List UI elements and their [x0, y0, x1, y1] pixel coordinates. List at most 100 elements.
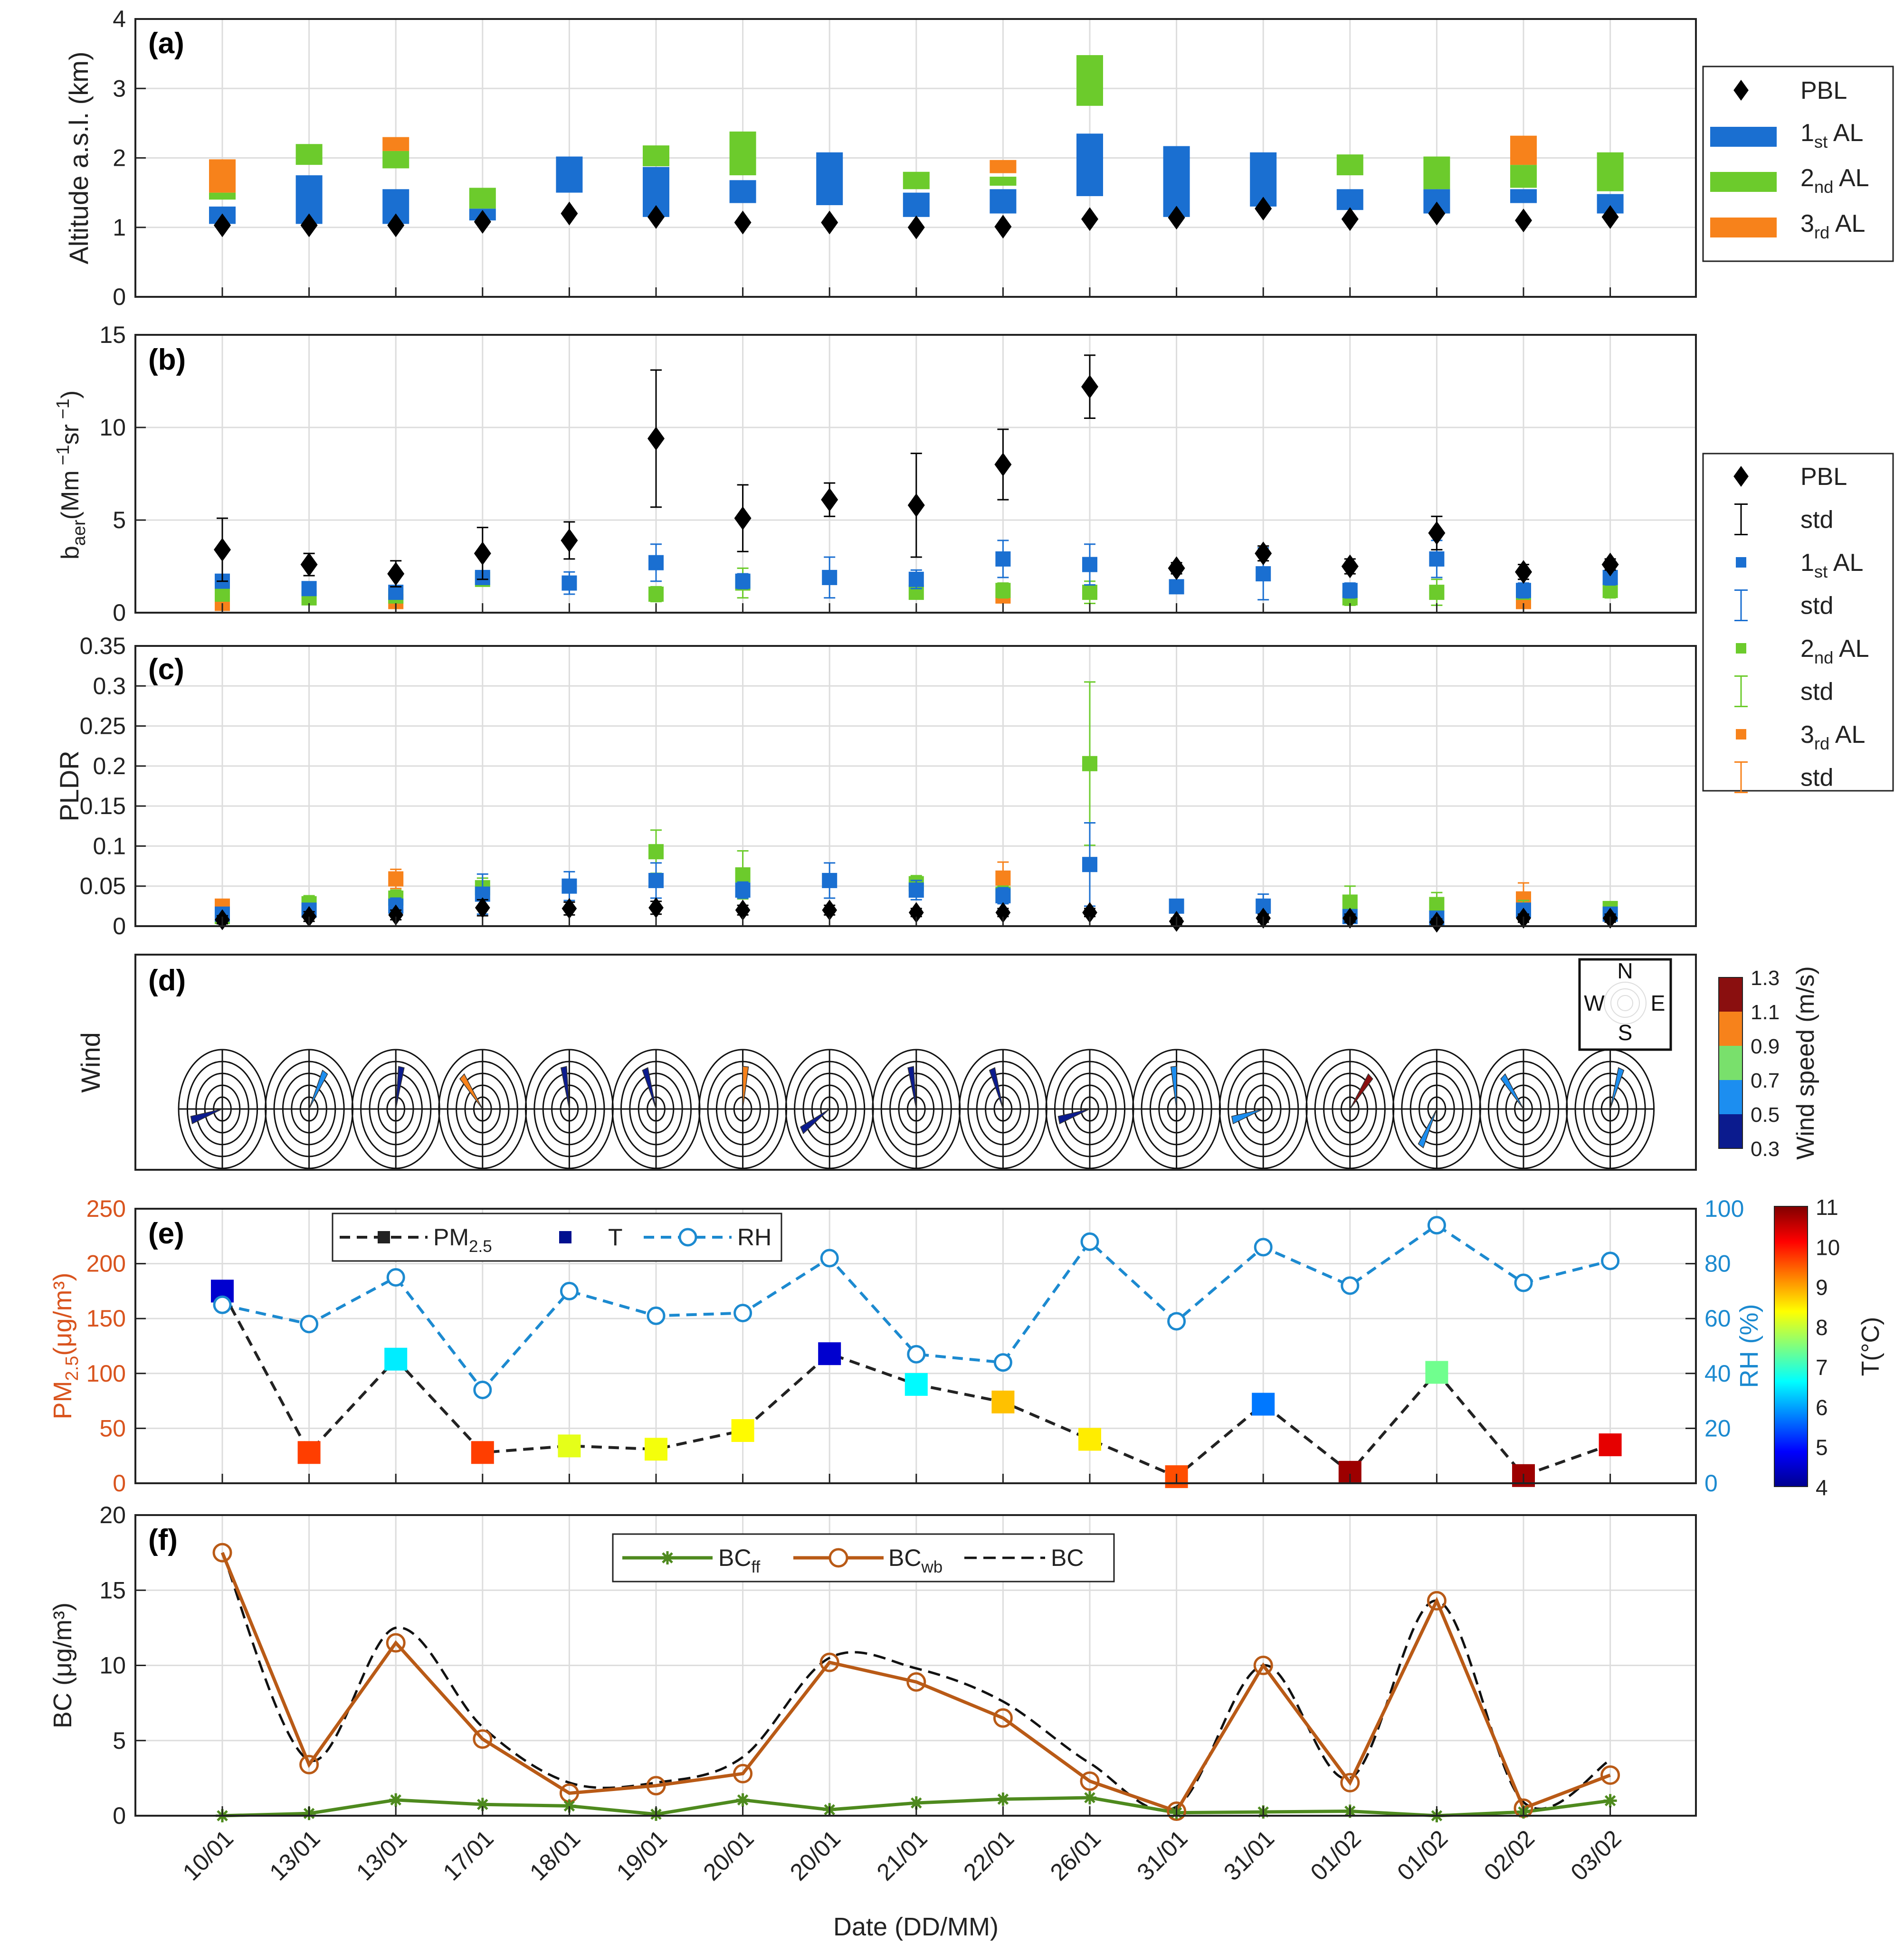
colorbar-tick: 4 — [1816, 1475, 1828, 1500]
compass-n: N — [1617, 958, 1633, 983]
marker-1st — [1516, 583, 1531, 598]
wind-petal — [1500, 1073, 1524, 1109]
legend-swatch — [1710, 218, 1777, 237]
y-axis-label: Altitude a.s.l. (km) — [64, 51, 94, 264]
colorbar-segment — [1719, 1012, 1742, 1046]
pbl-marker — [1168, 556, 1185, 580]
panel-c: 0 0.05 0.1 0.15 0.2 0.25 0.3 0.35 (c) PLDR — [54, 633, 1697, 939]
compass-inset: N SW E — [1578, 958, 1672, 1051]
colorbar-tick: 10 — [1816, 1235, 1840, 1260]
y-tick-label: 40 — [1704, 1360, 1731, 1387]
y-tick-label: 0.05 — [80, 873, 126, 900]
bc-ff-marker — [476, 1798, 489, 1811]
x-tick-label: 31/01 — [1132, 1825, 1192, 1886]
bc-wb-marker — [993, 1708, 1013, 1728]
x-tick-label: 18/01 — [524, 1825, 585, 1886]
layer-bar-1st — [816, 152, 843, 205]
pbl-marker — [300, 552, 318, 577]
pm25-marker — [1425, 1361, 1448, 1384]
legend-suffix: AL — [1828, 119, 1863, 147]
wind-rose — [524, 1049, 614, 1169]
bc-wb-marker — [212, 1543, 232, 1563]
wind-rose — [958, 1049, 1047, 1169]
y-axis-label-left: PM2.5(μg/m³) — [48, 1273, 82, 1420]
legend-text: 3 — [1800, 721, 1814, 749]
x-tick-label: 20/01 — [698, 1825, 759, 1886]
colorbar-tick: 1.3 — [1751, 967, 1780, 990]
y-tick-label: 5 — [113, 507, 126, 533]
pbl-marker — [734, 506, 752, 531]
legend-label: BCff — [718, 1545, 761, 1576]
y-axis-label-exp: −1 — [53, 398, 73, 424]
pbl-marker — [734, 210, 752, 235]
legend-sub: rd — [1814, 223, 1829, 242]
pbl-marker — [562, 898, 577, 919]
y-axis-label-rest: (Mm — [57, 470, 84, 520]
legend-label: RH — [737, 1224, 771, 1251]
wind-petal — [1057, 1109, 1090, 1125]
marker-1st — [1342, 583, 1358, 598]
pbl-marker — [1341, 554, 1359, 578]
bc-wb-marker — [906, 1672, 926, 1692]
legend-label: std — [1800, 678, 1833, 706]
wind-petal — [800, 1109, 830, 1135]
wind-petal — [1609, 1067, 1625, 1109]
legend-suffix: AL — [1829, 721, 1865, 749]
y-axis-label: baer(Mm −1sr −1) — [53, 390, 89, 559]
pbl-marker — [1515, 560, 1532, 584]
rh-marker — [1601, 1251, 1620, 1270]
pbl-marker — [1081, 375, 1098, 399]
pbl-marker — [907, 215, 925, 239]
pm25-marker — [818, 1342, 841, 1365]
x-tick-label: 22/01 — [958, 1825, 1019, 1886]
y-tick-label: 0 — [113, 1470, 126, 1497]
legend-label: 2nd AL — [1800, 635, 1869, 667]
bc-wb-marker — [1340, 1772, 1360, 1792]
legend-suffix: AL — [1828, 549, 1863, 577]
legend-text: 1 — [1800, 549, 1814, 577]
layer-bar-2nd — [643, 145, 669, 167]
layer-bar-1st — [1076, 133, 1103, 196]
wind-rose — [1479, 1049, 1568, 1169]
legend-text: PM — [433, 1224, 469, 1251]
colorbar-label: Wind speed (m/s) — [1792, 966, 1819, 1159]
legend-label: PBL — [1800, 77, 1847, 104]
pbl-marker — [735, 900, 751, 921]
bc-ff-marker — [1603, 1794, 1617, 1808]
colorbar-tick: 11 — [1816, 1195, 1838, 1220]
pbl-marker — [1515, 209, 1532, 233]
panel-label: (d) — [148, 964, 186, 997]
y-tick-label: 60 — [1704, 1305, 1731, 1332]
legend-swatch — [661, 1551, 674, 1564]
legend-sub: nd — [1814, 177, 1833, 197]
legend-f: BCff BCwb BC — [612, 1533, 1115, 1583]
pm25-marker — [384, 1347, 408, 1371]
x-tick-label: 02/02 — [1479, 1825, 1540, 1886]
marker-1st — [562, 575, 577, 591]
bc-line — [221, 1552, 1611, 1811]
pbl-marker — [214, 538, 231, 562]
legend-label: T — [608, 1224, 623, 1251]
pbl-marker — [648, 897, 664, 919]
colorbar-frame — [1718, 977, 1743, 1149]
pbl-marker — [300, 213, 318, 237]
marker-1st — [908, 882, 924, 898]
y-tick-label: 4 — [113, 6, 126, 32]
layer-bar-3rd — [990, 160, 1017, 173]
marker-2nd — [1342, 894, 1358, 910]
colorbar-tick: 0.9 — [1751, 1035, 1780, 1058]
marker-1st — [1082, 557, 1097, 572]
pbl-marker — [1341, 207, 1359, 231]
x-tick-label: 10/01 — [178, 1825, 238, 1886]
layer-bar-1st — [990, 189, 1017, 214]
compass-box — [1578, 958, 1672, 1051]
rh-marker — [1254, 1238, 1273, 1257]
bc-wb-marker — [733, 1763, 753, 1783]
wind-rose — [872, 1049, 961, 1169]
layer-bar-1st — [1163, 146, 1190, 217]
legend-sub: rd — [1814, 734, 1829, 753]
pbl-marker — [474, 210, 491, 234]
y-axis-label: PLDR — [54, 750, 84, 821]
